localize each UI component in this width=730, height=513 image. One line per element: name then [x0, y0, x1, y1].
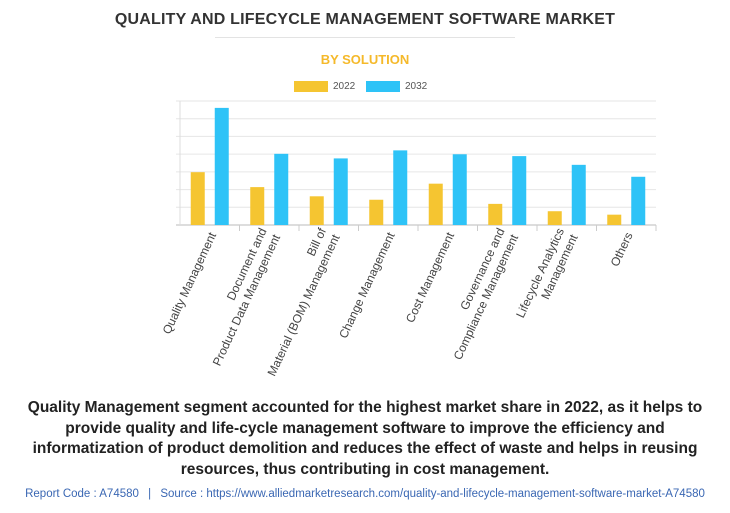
legend-swatch-2032: [366, 81, 400, 92]
chart-subtitle: BY SOLUTION: [320, 52, 410, 67]
x-tick-label: Lifecycle AnalyticsManagement: [513, 225, 581, 326]
bar-2022: [428, 183, 443, 225]
bar-2022: [547, 211, 562, 225]
legend-label-2032: 2032: [405, 81, 428, 92]
x-tick-label-line: Cost Management: [403, 229, 457, 324]
bar-2022: [488, 203, 503, 225]
x-tick-label: Others: [608, 230, 636, 269]
bar-chart: Quality Management Document andProduct Da…: [160, 100, 657, 379]
bar-2022: [607, 214, 622, 225]
bar-2032: [214, 107, 229, 225]
bar-2022: [369, 199, 384, 225]
chart-legend: 2022 2032: [0, 80, 730, 94]
x-tick-label-line: Material (BOM) Management: [265, 232, 343, 379]
legend-label-2022: 2022: [333, 81, 356, 92]
chart-caption: Quality Management segment accounted for…: [27, 399, 703, 478]
bar-2022: [190, 172, 205, 225]
bar-2032: [571, 164, 586, 225]
bar-2032: [393, 150, 408, 225]
legend-swatch-2022: [294, 81, 328, 92]
x-tick-label: Quality Management: [160, 229, 220, 336]
bar-2032: [274, 153, 289, 225]
bar-2022: [250, 187, 265, 225]
x-tick-label-line: Others: [608, 230, 636, 269]
x-tick-label-line: Quality Management: [160, 229, 220, 336]
bar-2022: [309, 196, 324, 225]
bar-2032: [512, 156, 527, 225]
x-tick-label: Change Management: [336, 229, 398, 340]
source-link[interactable]: Source : https://www.alliedmarketresearc…: [160, 488, 705, 500]
footer: Report Code : A74580 | Source : https://…: [0, 488, 730, 500]
x-tick-label-line: Change Management: [336, 229, 398, 340]
bar-2032: [452, 154, 467, 225]
bar-2032: [631, 176, 646, 225]
x-tick-label: Cost Management: [403, 229, 457, 324]
bar-2032: [333, 158, 348, 225]
report-code: Report Code : A74580: [25, 488, 139, 500]
chart-title: QUALITY AND LIFECYCLE MANAGEMENT SOFTWAR…: [114, 11, 616, 28]
footer-separator: |: [148, 488, 152, 500]
title-divider: [215, 37, 515, 38]
